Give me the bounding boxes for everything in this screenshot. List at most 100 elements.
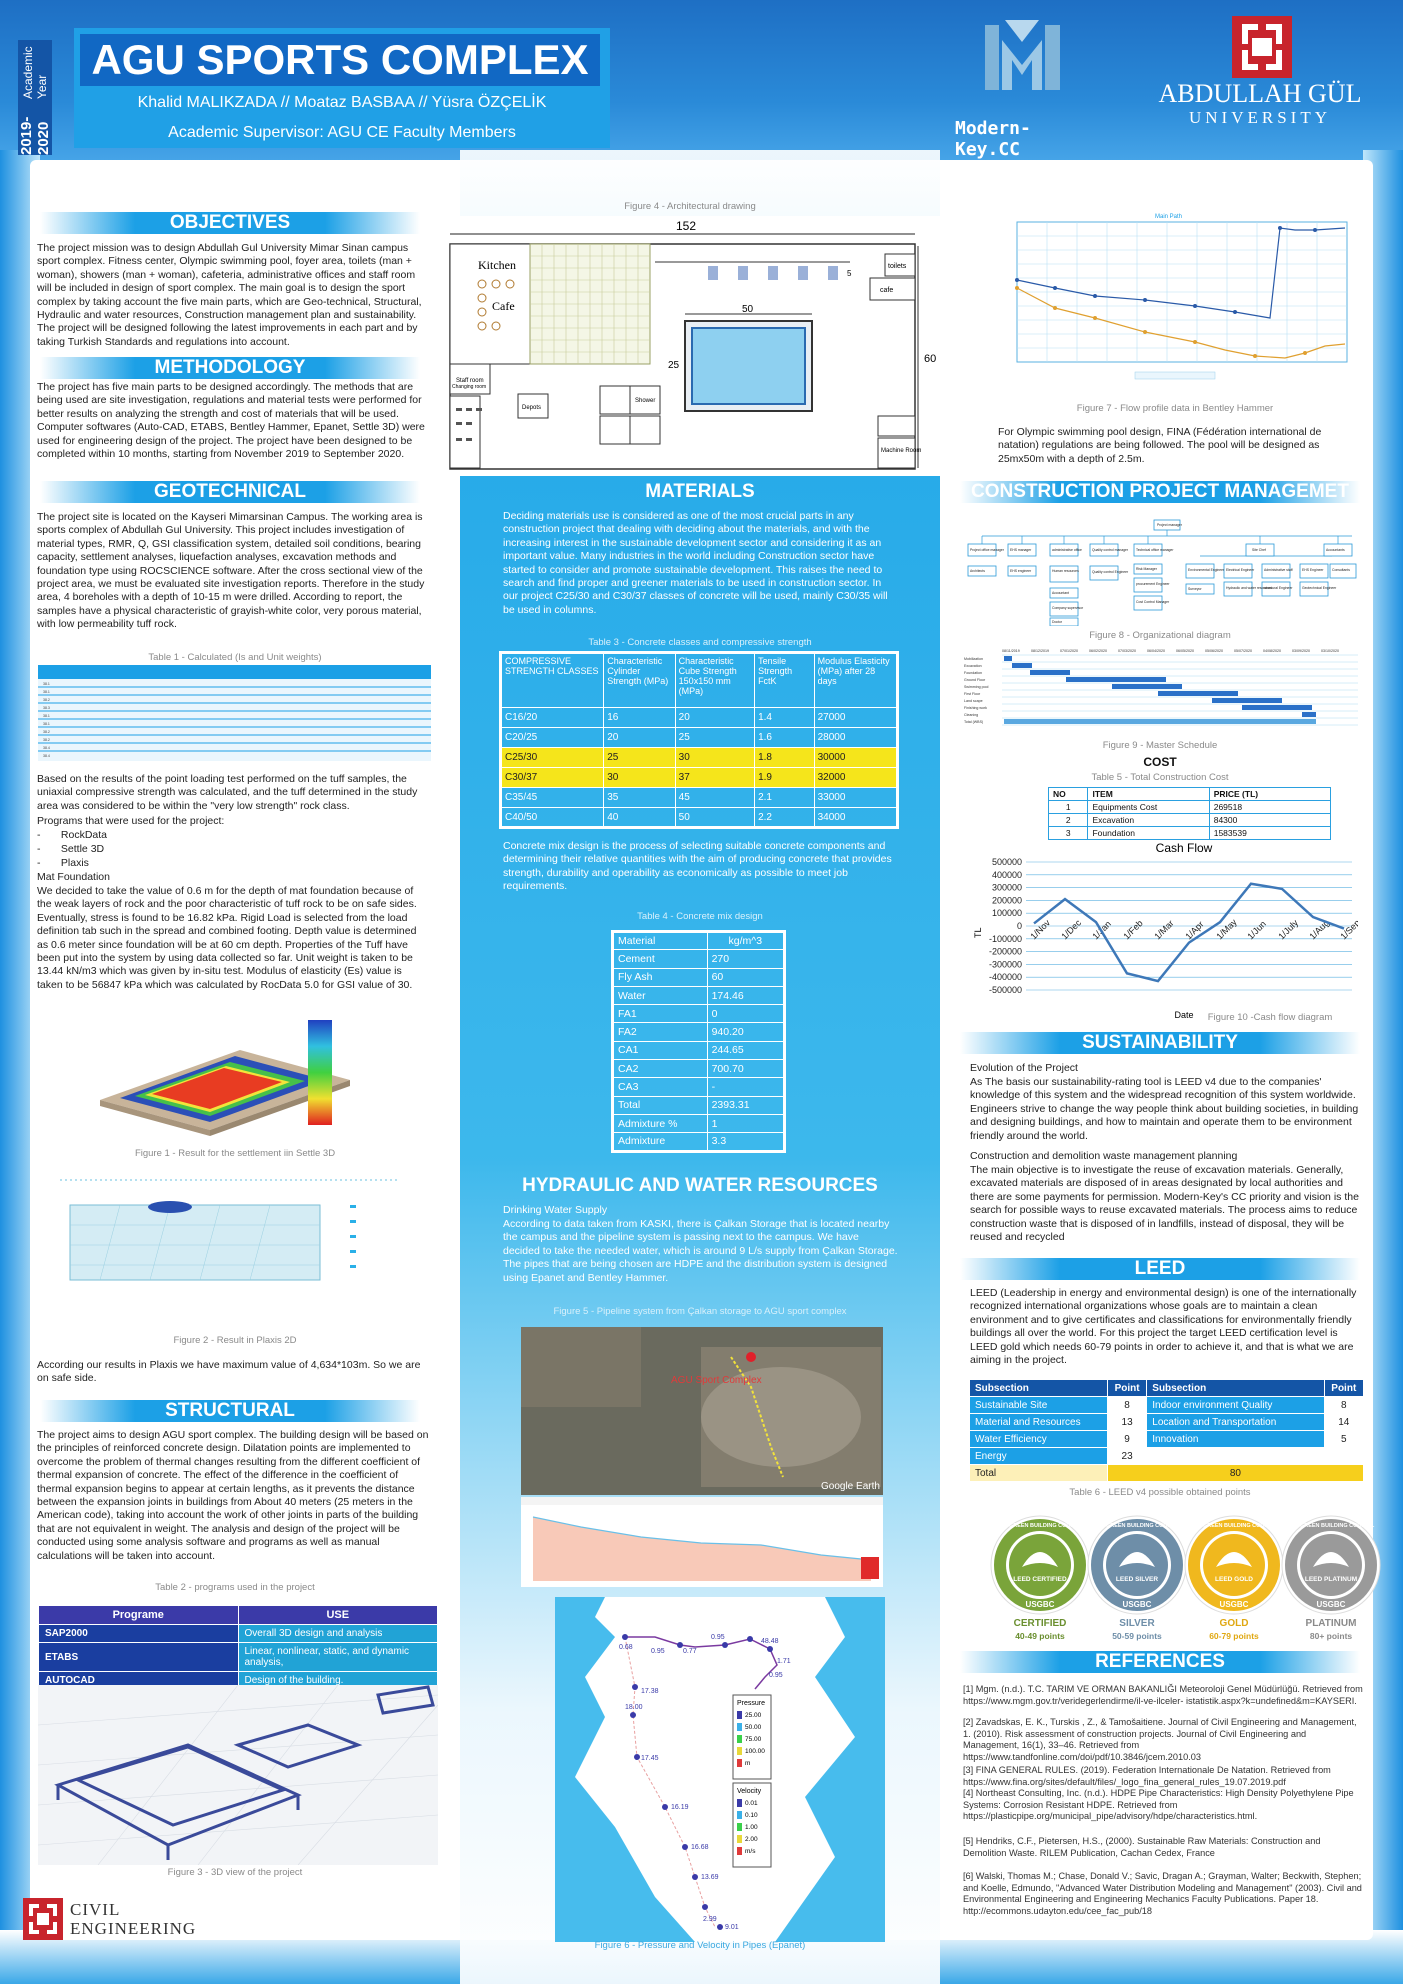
table1-figure: 38.1 38.1 38.2 38.3 38.1 38.1 38.2 38.2 38.4 38.4 xyxy=(38,665,431,761)
svg-text:38.4: 38.4 xyxy=(43,754,50,758)
leed-badge-icon: U.S. GREEN BUILDING COUNCIL LEED GOLD USGB… xyxy=(1184,1515,1284,1615)
epanet-network: 0.68 0.95 0.77 0.95 48.48 17.38 18.00 17… xyxy=(555,1597,885,1942)
leed-badge-icon: U.S. GREEN BUILDING COUNCIL LEED CERTIFIE… xyxy=(990,1515,1090,1615)
svg-text:EHS Engineer: EHS Engineer xyxy=(1302,568,1324,572)
badge-points: 80+ points xyxy=(1309,1631,1353,1641)
table-row: Cement 270 xyxy=(612,949,786,969)
dim-60: 60 xyxy=(924,353,936,365)
table-row: Fly Ash 60 xyxy=(612,967,786,987)
svg-text:07/01/2020: 07/01/2020 xyxy=(1060,649,1078,653)
supervisor: Academic Supervisor: AGU CE Faculty Memb… xyxy=(168,124,516,141)
architectural-drawing: 152 Kitchen Cafe 5 toilets cafe 50 25 60… xyxy=(440,216,965,476)
svg-text:0.77: 0.77 xyxy=(683,1648,697,1655)
svg-text:05/07/2020: 05/07/2020 xyxy=(1234,649,1252,653)
svg-text:38.1: 38.1 xyxy=(43,722,50,726)
svg-text:17.38: 17.38 xyxy=(641,1688,659,1695)
x-tick-label: 1/Dec xyxy=(1059,917,1083,941)
sustainability-heading: SUSTAINABILITY xyxy=(960,1032,1360,1054)
table-row: Sustainable Site 8 Indoor environment Qual… xyxy=(969,1396,1365,1414)
badge-usgbc-text: USGBC xyxy=(1123,1600,1152,1609)
svg-text:Environmental Engineer: Environmental Engineer xyxy=(1188,568,1225,572)
y-tick-label: -100000 xyxy=(989,934,1022,944)
svg-text:48.48: 48.48 xyxy=(761,1638,779,1645)
svg-text:Geotechnical Engineer: Geotechnical Engineer xyxy=(1302,586,1337,590)
svg-text:06/05/2020: 06/05/2020 xyxy=(1176,649,1194,653)
badge-usgbc-text: USGBC xyxy=(1220,1600,1249,1609)
program-item-2: - Settle 3D xyxy=(37,843,105,855)
svg-text:16.68: 16.68 xyxy=(691,1844,709,1851)
badge-usgbc-text: USGBC xyxy=(1317,1600,1346,1609)
mat-foundation-text: We decided to take the value of 0.6 m fo… xyxy=(37,885,417,991)
cash-flow-title: Cash Flow xyxy=(1156,841,1213,855)
fig3-caption: Figure 3 - 3D view of the project xyxy=(167,1867,303,1878)
svg-text:08/11/2019: 08/11/2019 xyxy=(1002,649,1020,653)
cafe2-label: cafe xyxy=(880,287,893,294)
structural-text: The project aims to design AGU sport com… xyxy=(37,1429,429,1562)
svg-text:06/02/2020: 06/02/2020 xyxy=(1089,649,1107,653)
svg-text:38.2: 38.2 xyxy=(43,698,50,702)
cash-flow-chart: Cash Flow 500000 400000 300000 200000 100000… xyxy=(973,841,1358,1020)
geotechnical-text-2: Based on the results of the point loadin… xyxy=(37,773,418,812)
program-item-3: - Plaxis xyxy=(37,857,89,869)
sustainability-sub2: Construction and demolition waste manage… xyxy=(970,1150,1238,1162)
svg-text:04/08/2020: 04/08/2020 xyxy=(1263,649,1281,653)
svg-text:16.19: 16.19 xyxy=(671,1804,689,1811)
svg-text:EHS engineer: EHS engineer xyxy=(1010,569,1032,573)
svg-text:Technical office manager: Technical office manager xyxy=(1136,548,1174,552)
svg-text:Company supervisor: Company supervisor xyxy=(1052,606,1084,610)
hydraulic-heading: HYDRAULIC AND WATER RESOURCES xyxy=(522,1175,878,1196)
poster-title: AGU SPORTS COMPLEX xyxy=(80,34,600,86)
table-row: C30/37 30 37 1.9 32000 xyxy=(499,767,899,788)
svg-text:0.01: 0.01 xyxy=(745,1800,758,1807)
svg-text:38.2: 38.2 xyxy=(43,730,50,734)
svg-text:administrative office: administrative office xyxy=(1052,548,1082,552)
badge-inner-text: LEED PLATINUM xyxy=(1305,1576,1357,1583)
academic-year-bar: 2019-2020 Academic Year xyxy=(18,40,52,155)
table-row: CA3- xyxy=(612,1077,786,1097)
svg-text:Project manager: Project manager xyxy=(1157,523,1183,527)
google-earth-label: Google Earth xyxy=(821,1481,880,1492)
structural-heading: STRUCTURAL xyxy=(40,1400,420,1422)
objectives-text: The project mission was to design Abdull… xyxy=(37,242,422,348)
svg-text:Administrative staff: Administrative staff xyxy=(1264,568,1293,572)
materials-text: Deciding materials use is considered as … xyxy=(503,510,888,616)
shower-label: Shower xyxy=(635,398,655,404)
university-label: UNIVERSITY xyxy=(1189,108,1331,127)
plaxis-figure xyxy=(60,1179,400,1281)
svg-text:17.45: 17.45 xyxy=(641,1755,659,1762)
programs-table: Programe USE SAP2000 Overall 3D design and… xyxy=(38,1605,438,1690)
svg-text:m: m xyxy=(745,1760,750,1767)
cpm-heading: CONSTRUCTION PROJECT MANAGEMET xyxy=(960,481,1360,503)
table-row: C25/30 25 30 1.8 30000 xyxy=(499,747,899,768)
table4-caption: Table 4 - Concrete mix design xyxy=(637,911,763,922)
svg-text:75.00: 75.00 xyxy=(745,1736,762,1743)
svg-text:0.10: 0.10 xyxy=(745,1812,758,1819)
fig1-caption: Figure 1 - Result for the settlement iin… xyxy=(134,1148,336,1159)
table-row: FA2 940.20 xyxy=(612,1022,786,1042)
table-row: C35/45 35 45 2.1 33000 xyxy=(499,787,899,808)
svg-text:Ground Floor: Ground Floor xyxy=(964,678,986,682)
depots-label: Depots xyxy=(522,405,541,411)
cafe-label: Cafe xyxy=(492,299,515,313)
svg-text:08/12/2019: 08/12/2019 xyxy=(1031,649,1049,653)
svg-text:1.71: 1.71 xyxy=(777,1658,791,1665)
svg-text:First Floor: First Floor xyxy=(964,692,981,696)
methodology-text: The project has five main parts to be de… xyxy=(37,381,425,461)
svg-text:0.95: 0.95 xyxy=(651,1648,665,1655)
cost-table: NO ITEM PRICE (TL) 1 Equipments Cost 269518 … xyxy=(1047,787,1332,840)
svg-text:Quality control Engineer: Quality control Engineer xyxy=(1092,570,1129,574)
x-tick-label: 1/Sep xyxy=(1338,918,1358,942)
programs-intro: Programs that were used for the project: xyxy=(37,815,225,827)
fig6-caption: Figure 6 - Pressure and Velocity in Pipe… xyxy=(594,1940,806,1951)
svg-text:procurement Engineer: procurement Engineer xyxy=(1136,582,1170,586)
y-tick-label: -300000 xyxy=(989,959,1022,969)
badge-points: 50-59 points xyxy=(1112,1631,1162,1641)
svg-text:38.1: 38.1 xyxy=(43,714,50,718)
svg-text:07/03/2020: 07/03/2020 xyxy=(1118,649,1136,653)
x-tick-label: 1/Mar xyxy=(1152,918,1175,941)
machine-room-label: Machine Room xyxy=(881,448,921,454)
table-row: Water 174.46 xyxy=(612,985,786,1006)
sustainability-sub1: Evolution of the Project xyxy=(970,1062,1078,1074)
y-tick-label: -200000 xyxy=(989,947,1022,957)
x-tick-label: 1/Jun xyxy=(1245,919,1268,942)
